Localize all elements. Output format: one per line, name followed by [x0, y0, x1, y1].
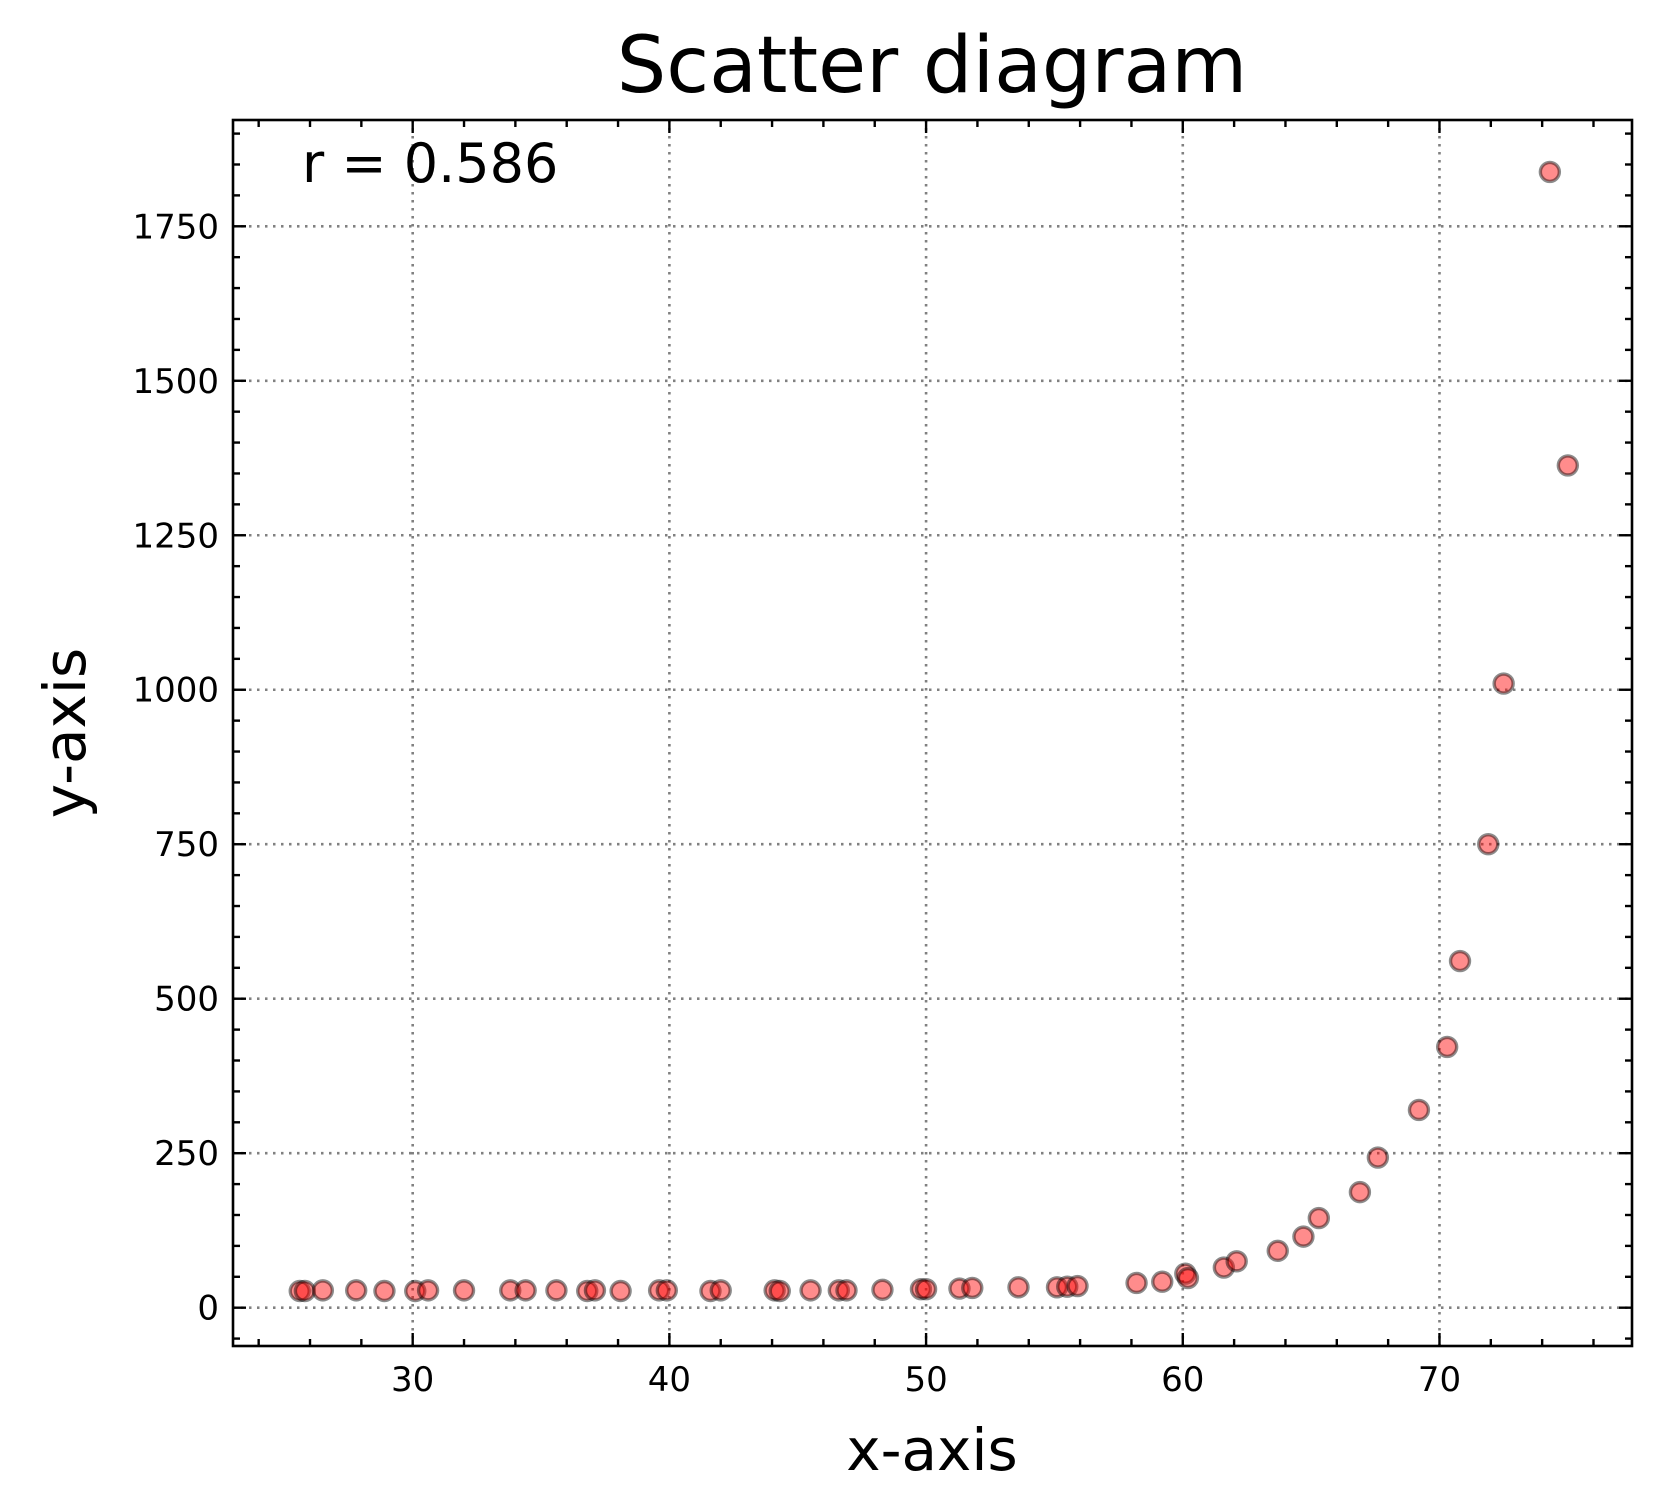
data-point	[799, 1279, 822, 1302]
y-tick-label: 1250	[132, 516, 219, 556]
data-point	[1538, 160, 1562, 184]
data-point	[583, 1279, 607, 1302]
data-point	[1477, 833, 1500, 856]
data-point	[1045, 1276, 1069, 1299]
data-point	[768, 1279, 791, 1303]
data-point	[545, 1279, 568, 1302]
data-point	[499, 1279, 522, 1302]
axis-tick-labels: 30 40 50 60 70 0 250 500 750 1000 1250 1500 1750	[132, 207, 1461, 1400]
data-point	[763, 1279, 786, 1302]
chart-title: Scatter diagram	[617, 21, 1248, 111]
data-point	[1212, 1256, 1236, 1279]
data-point	[576, 1279, 599, 1303]
data-point	[452, 1279, 476, 1302]
data-point	[961, 1276, 984, 1300]
data-point	[288, 1279, 311, 1303]
x-tick-label: 60	[1161, 1360, 1204, 1400]
y-tick-label: 1500	[132, 362, 219, 402]
axis-ticks	[233, 120, 1632, 1346]
data-point	[709, 1279, 732, 1302]
data-point	[373, 1279, 396, 1303]
plot-frame	[231, 118, 1634, 1348]
data-point	[293, 1279, 317, 1303]
data-point	[699, 1279, 722, 1303]
data-point	[1366, 1146, 1390, 1169]
data-point	[655, 1279, 679, 1302]
data-point	[827, 1279, 851, 1302]
data-point	[609, 1279, 632, 1303]
data-point	[1292, 1225, 1315, 1248]
x-tick-label: 70	[1418, 1360, 1461, 1400]
x-axis-label: x-axis	[846, 1416, 1017, 1484]
data-point	[871, 1278, 894, 1301]
data-point	[1348, 1180, 1372, 1204]
data-point	[1435, 1035, 1459, 1059]
data-point	[1151, 1270, 1174, 1293]
data-point	[948, 1277, 971, 1300]
data-point	[1492, 672, 1515, 695]
data-point	[1266, 1239, 1289, 1263]
data-point	[1066, 1274, 1089, 1298]
data-point	[1225, 1250, 1248, 1273]
y-tick-label: 250	[154, 1134, 219, 1174]
x-tick-label: 50	[904, 1360, 947, 1400]
data-point	[404, 1279, 427, 1303]
data-point	[1407, 1098, 1431, 1122]
data-point	[914, 1277, 938, 1301]
data-point	[1056, 1275, 1079, 1298]
data-point	[345, 1279, 368, 1302]
y-tick-label: 750	[154, 825, 219, 865]
y-tick-label: 1000	[132, 671, 219, 711]
data-point	[514, 1279, 537, 1302]
data-point	[1174, 1262, 1197, 1285]
data-point	[1007, 1276, 1030, 1299]
grid-lines	[233, 120, 1632, 1346]
x-tick-label: 30	[391, 1360, 434, 1400]
y-axis-label: y-axis	[31, 648, 99, 818]
data-point	[311, 1279, 335, 1302]
data-point	[835, 1279, 858, 1302]
data-point	[1176, 1266, 1200, 1290]
data-point	[1448, 949, 1472, 973]
data-point	[1307, 1206, 1331, 1230]
data-points	[288, 160, 1580, 1303]
data-point	[1556, 454, 1580, 477]
x-tick-label: 40	[648, 1360, 691, 1400]
y-tick-label: 1750	[132, 207, 219, 247]
y-tick-label: 500	[154, 980, 219, 1020]
correlation-annotation: r = 0.586	[302, 132, 558, 195]
data-point	[909, 1277, 933, 1301]
data-point	[647, 1279, 671, 1302]
data-point	[1125, 1271, 1148, 1295]
y-tick-label: 0	[197, 1289, 219, 1329]
data-point	[416, 1279, 440, 1302]
